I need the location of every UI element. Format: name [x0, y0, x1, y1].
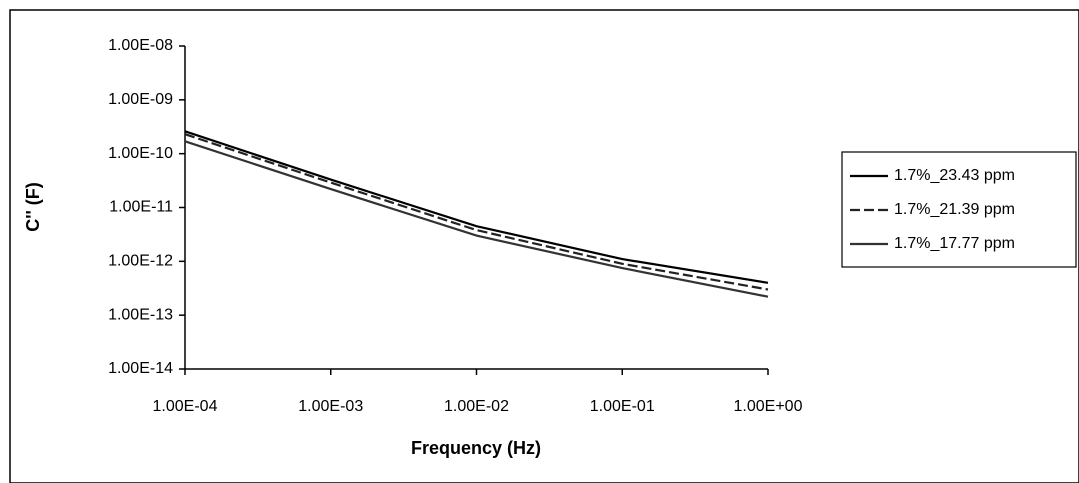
y-axis-title: C'' (F)	[23, 182, 43, 232]
series-line	[184, 130, 769, 284]
y-tick-label: 1.00E-09	[108, 91, 173, 108]
y-tick-label: 1.00E-14	[108, 360, 173, 377]
x-tick-label: 1.00E-04	[153, 398, 218, 415]
series-line	[184, 133, 769, 291]
x-tick-label: 1.00E+00	[734, 398, 803, 415]
legend-label: 1.7%_23.43 ppm	[894, 167, 1015, 184]
x-tick-label: 1.00E-01	[590, 398, 655, 415]
x-tick-label: 1.00E-02	[444, 398, 509, 415]
y-tick-label: 1.00E-08	[108, 37, 173, 54]
y-tick-label: 1.00E-12	[108, 253, 173, 270]
y-tick-label: 1.00E-10	[108, 145, 173, 162]
x-axis-title: Frequency (Hz)	[411, 438, 541, 458]
legend-label: 1.7%_17.77 ppm	[894, 235, 1015, 252]
x-tick-label: 1.00E-03	[298, 398, 363, 415]
y-tick-label: 1.00E-13	[108, 306, 173, 323]
y-tick-label: 1.00E-11	[109, 199, 173, 216]
legend-label: 1.7%_21.39 ppm	[894, 201, 1015, 218]
series-line	[184, 140, 769, 298]
